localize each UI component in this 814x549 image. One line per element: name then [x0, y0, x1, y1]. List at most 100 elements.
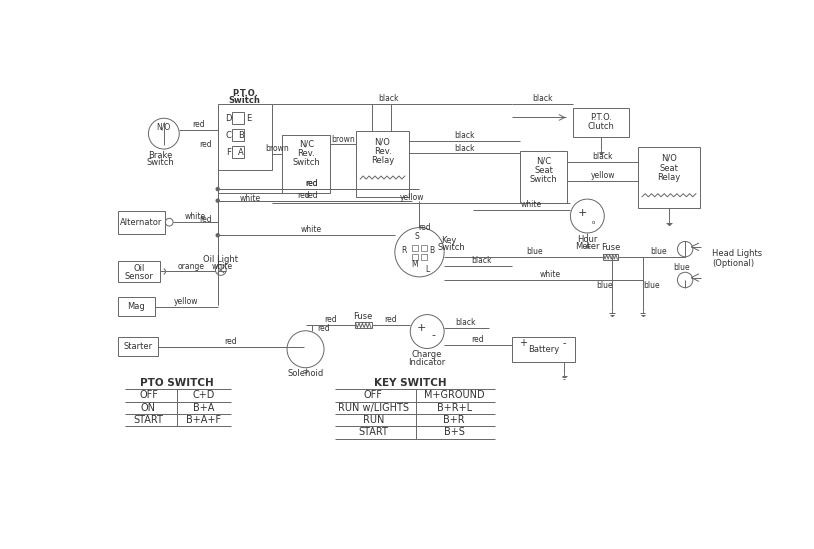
Bar [421, 244, 427, 251]
Text: Oil Light: Oil Light [204, 255, 239, 264]
Text: Oil: Oil [133, 264, 145, 273]
Text: Rev.: Rev. [374, 147, 392, 156]
Text: Relay: Relay [658, 173, 681, 182]
Text: Switch: Switch [229, 96, 260, 105]
Text: blue: blue [527, 247, 543, 256]
Bar [232, 129, 244, 141]
Text: red: red [199, 140, 212, 149]
Text: C: C [225, 131, 231, 139]
Text: red: red [199, 215, 212, 225]
Text: Fuse: Fuse [601, 243, 620, 252]
Bar [602, 254, 618, 260]
Bar [118, 337, 158, 356]
Text: yellow: yellow [590, 171, 615, 181]
Text: Switch: Switch [292, 159, 320, 167]
Text: yellow: yellow [174, 296, 199, 306]
Bar [421, 254, 427, 260]
Text: B+R+L: B+R+L [436, 403, 471, 413]
Text: Charge: Charge [412, 350, 442, 359]
Text: B+A: B+A [193, 403, 215, 413]
Text: red: red [317, 323, 330, 333]
Circle shape [395, 228, 444, 277]
Text: N/O: N/O [661, 153, 677, 162]
Circle shape [677, 272, 693, 288]
Text: Mag: Mag [127, 302, 145, 311]
Text: N/O: N/O [157, 123, 171, 132]
Text: red: red [324, 316, 336, 324]
Bar [118, 261, 160, 282]
Bar [412, 254, 418, 260]
Bar [512, 337, 575, 362]
Text: white: white [301, 226, 322, 234]
Text: M+GROUND: M+GROUND [424, 390, 484, 400]
Text: brown: brown [265, 144, 289, 153]
Text: red: red [305, 179, 318, 188]
Circle shape [165, 219, 173, 226]
Text: B: B [429, 246, 435, 255]
Circle shape [287, 330, 324, 368]
Text: Fuse: Fuse [353, 312, 373, 321]
Text: RUN: RUN [362, 415, 384, 425]
Text: Battery: Battery [527, 345, 559, 354]
Text: Seat: Seat [534, 166, 553, 175]
Text: o: o [592, 220, 595, 225]
Text: red: red [305, 191, 318, 200]
Bar [232, 112, 244, 125]
Text: Solenoid: Solenoid [287, 369, 324, 378]
Text: brown: brown [331, 135, 355, 143]
Text: Indicator: Indicator [409, 358, 446, 367]
Text: Seat: Seat [659, 164, 678, 173]
Text: black: black [593, 152, 613, 161]
Circle shape [216, 265, 226, 275]
Text: Switch: Switch [530, 175, 558, 184]
Text: KEY SWITCH: KEY SWITCH [374, 378, 447, 388]
Text: Meter: Meter [575, 242, 600, 251]
Text: red: red [192, 120, 205, 129]
Text: Switch: Switch [438, 243, 466, 252]
Text: red: red [298, 191, 310, 200]
Text: -: - [431, 330, 435, 340]
Text: black: black [379, 94, 399, 104]
Text: orange: orange [177, 261, 204, 271]
Text: M: M [412, 260, 418, 269]
Text: Brake: Brake [148, 150, 173, 160]
Text: S: S [414, 232, 418, 242]
Bar [118, 297, 155, 316]
Text: white: white [239, 194, 260, 203]
Text: B+R: B+R [444, 415, 465, 425]
Text: START: START [358, 428, 388, 438]
Text: black: black [470, 256, 492, 265]
Bar [519, 150, 567, 203]
Text: E: E [246, 114, 252, 123]
Text: B: B [238, 131, 243, 139]
Bar [282, 135, 330, 193]
Text: N/C: N/C [299, 140, 314, 149]
Text: white: white [540, 270, 561, 279]
Text: N/C: N/C [536, 157, 551, 166]
Text: Sensor: Sensor [125, 272, 153, 281]
Circle shape [571, 199, 604, 233]
Text: white: white [212, 261, 233, 271]
Text: B+A+F: B+A+F [186, 415, 221, 425]
Circle shape [217, 234, 219, 237]
Text: Clutch: Clutch [588, 122, 615, 131]
Bar [355, 322, 372, 328]
Bar [574, 108, 629, 137]
Text: OFF: OFF [364, 390, 383, 400]
Text: white: white [185, 212, 206, 221]
Text: red: red [305, 179, 318, 188]
Text: A: A [238, 148, 243, 156]
Text: black: black [456, 318, 476, 327]
Text: P.T.O.: P.T.O. [590, 113, 612, 122]
Text: ON: ON [141, 403, 156, 413]
Circle shape [677, 242, 693, 257]
Text: Hour: Hour [577, 234, 597, 244]
Text: blue: blue [596, 281, 613, 290]
Text: Rev.: Rev. [297, 149, 315, 158]
Text: N/O: N/O [374, 138, 391, 147]
Circle shape [217, 188, 219, 191]
Text: F: F [226, 148, 231, 156]
Bar [217, 104, 272, 170]
Text: blue: blue [650, 247, 667, 256]
Text: Relay: Relay [371, 156, 394, 165]
